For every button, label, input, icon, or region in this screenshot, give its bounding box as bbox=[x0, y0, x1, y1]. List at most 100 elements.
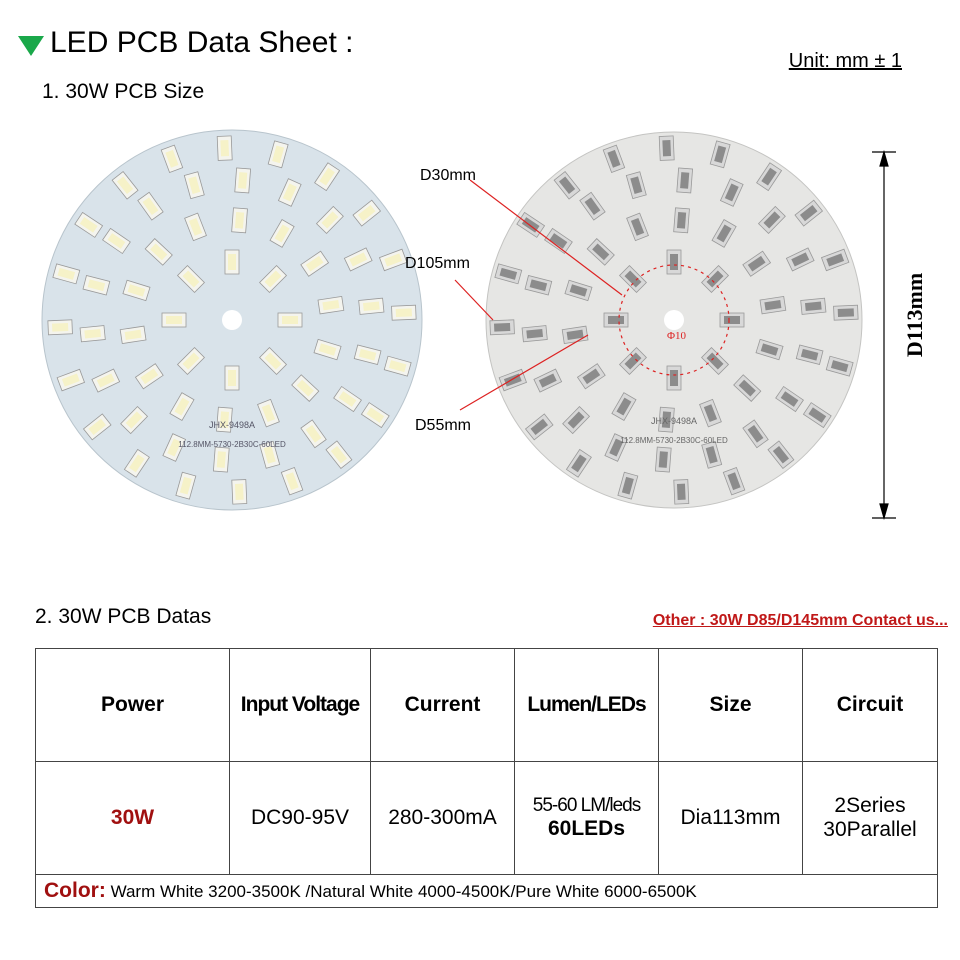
led-chip bbox=[330, 445, 348, 464]
data-cell: Dia113mm bbox=[658, 761, 803, 875]
led-chip bbox=[499, 267, 518, 280]
led-chip bbox=[362, 301, 380, 312]
led-chip bbox=[357, 204, 376, 222]
led-chip bbox=[607, 149, 621, 168]
led-chip bbox=[705, 446, 718, 464]
led-chip bbox=[282, 183, 297, 202]
led-chip bbox=[388, 360, 407, 373]
led-chip bbox=[264, 270, 282, 288]
led-chip bbox=[264, 352, 282, 370]
led-chip bbox=[234, 212, 245, 229]
led-chip bbox=[318, 343, 337, 356]
led-chip bbox=[395, 308, 413, 318]
led-chip bbox=[127, 284, 146, 297]
header-cell: Power bbox=[35, 648, 230, 762]
led-chip bbox=[140, 368, 159, 385]
cell-line: 60LEDs bbox=[547, 817, 626, 840]
header-cell: Circuit bbox=[802, 648, 938, 762]
led-chip bbox=[760, 343, 779, 356]
led-chip bbox=[51, 322, 69, 332]
led-chip bbox=[609, 438, 624, 457]
led-chip bbox=[124, 329, 142, 340]
led-chip bbox=[569, 284, 588, 297]
center-hole bbox=[664, 310, 684, 330]
led-chip bbox=[724, 316, 740, 324]
led-chip bbox=[670, 370, 678, 386]
led-chip bbox=[830, 360, 849, 373]
title-marker bbox=[18, 36, 44, 56]
led-chip bbox=[322, 300, 340, 311]
led-chip bbox=[167, 438, 182, 457]
led-chip bbox=[96, 373, 115, 388]
led-chip bbox=[305, 424, 322, 443]
led-chip bbox=[791, 252, 810, 267]
led-chip bbox=[703, 404, 718, 423]
header-cell: Size bbox=[658, 648, 803, 762]
led-chip bbox=[107, 233, 126, 249]
led-chip bbox=[165, 149, 179, 168]
led-chip bbox=[714, 145, 727, 164]
pcb-marking: JHX-9498A bbox=[209, 420, 255, 430]
led-chip bbox=[216, 451, 226, 468]
header-row: Power Input Voltage Current Lumen/LEDs S… bbox=[35, 648, 938, 762]
led-chip bbox=[296, 379, 314, 397]
led-chip bbox=[84, 328, 102, 339]
led-chip bbox=[661, 411, 672, 428]
pcb-marking: 112.8MM-5730-2B30C-60LED bbox=[178, 440, 286, 449]
led-chip bbox=[366, 407, 385, 423]
data-row: 30W DC90-95V 280-300mA 55-60 LM/leds 60LE… bbox=[35, 761, 938, 875]
led-chip bbox=[129, 454, 145, 473]
dimension-label: D113mm bbox=[902, 273, 927, 357]
led-chip bbox=[150, 243, 168, 261]
led-chip bbox=[188, 217, 203, 236]
contact-note: Other : 30W D85/D145mm Contact us... bbox=[652, 612, 948, 629]
led-chip bbox=[716, 224, 732, 243]
led-chip bbox=[79, 217, 98, 233]
led-chip bbox=[305, 255, 324, 272]
led-chip bbox=[706, 270, 724, 288]
data-cell: 280-300mA bbox=[370, 761, 515, 875]
pcb-white-leds bbox=[41, 129, 423, 511]
led-chip bbox=[804, 301, 822, 312]
led-chip bbox=[272, 145, 285, 164]
led-chip bbox=[608, 316, 624, 324]
led-chip bbox=[624, 352, 642, 370]
led-chip bbox=[567, 411, 585, 429]
led-chip bbox=[592, 243, 610, 261]
led-chip bbox=[584, 197, 601, 216]
led-chip bbox=[680, 172, 690, 189]
led-chip bbox=[558, 176, 576, 195]
led-chip bbox=[263, 446, 276, 464]
center-hole bbox=[222, 310, 242, 330]
arrow-head bbox=[879, 503, 889, 521]
led-chip bbox=[182, 352, 200, 370]
led-chip bbox=[780, 391, 799, 407]
pcb-figure: JHX-9498A 112.8MM-5730-2B30C-60LED JHX-9… bbox=[18, 36, 927, 521]
led-chip bbox=[125, 411, 143, 429]
led-chip bbox=[706, 352, 724, 370]
led-chip bbox=[621, 476, 634, 495]
cell-line: 2Series bbox=[834, 794, 906, 817]
led-chip bbox=[727, 472, 741, 491]
led-chip bbox=[676, 212, 687, 229]
led-chip bbox=[747, 424, 764, 443]
led-chip bbox=[826, 253, 845, 267]
led-chip bbox=[57, 267, 76, 280]
data-cell: 30W bbox=[35, 761, 230, 875]
led-chip bbox=[182, 270, 200, 288]
led-chip bbox=[529, 279, 548, 292]
color-cell: Color: Warm White 3200-3500K /Natural Wh… bbox=[35, 874, 938, 908]
color-row: Color: Warm White 3200-3500K /Natural Wh… bbox=[35, 874, 938, 908]
led-chip bbox=[837, 308, 855, 318]
led-chip bbox=[116, 176, 134, 195]
led-chip bbox=[630, 217, 645, 236]
led-chip bbox=[274, 224, 290, 243]
led-chip bbox=[772, 445, 790, 464]
led-chip bbox=[234, 483, 244, 501]
section-title: 2. 30W PCB Datas bbox=[35, 605, 212, 628]
led-chip bbox=[670, 254, 678, 270]
led-chip bbox=[662, 139, 672, 157]
led-chip bbox=[538, 373, 557, 388]
